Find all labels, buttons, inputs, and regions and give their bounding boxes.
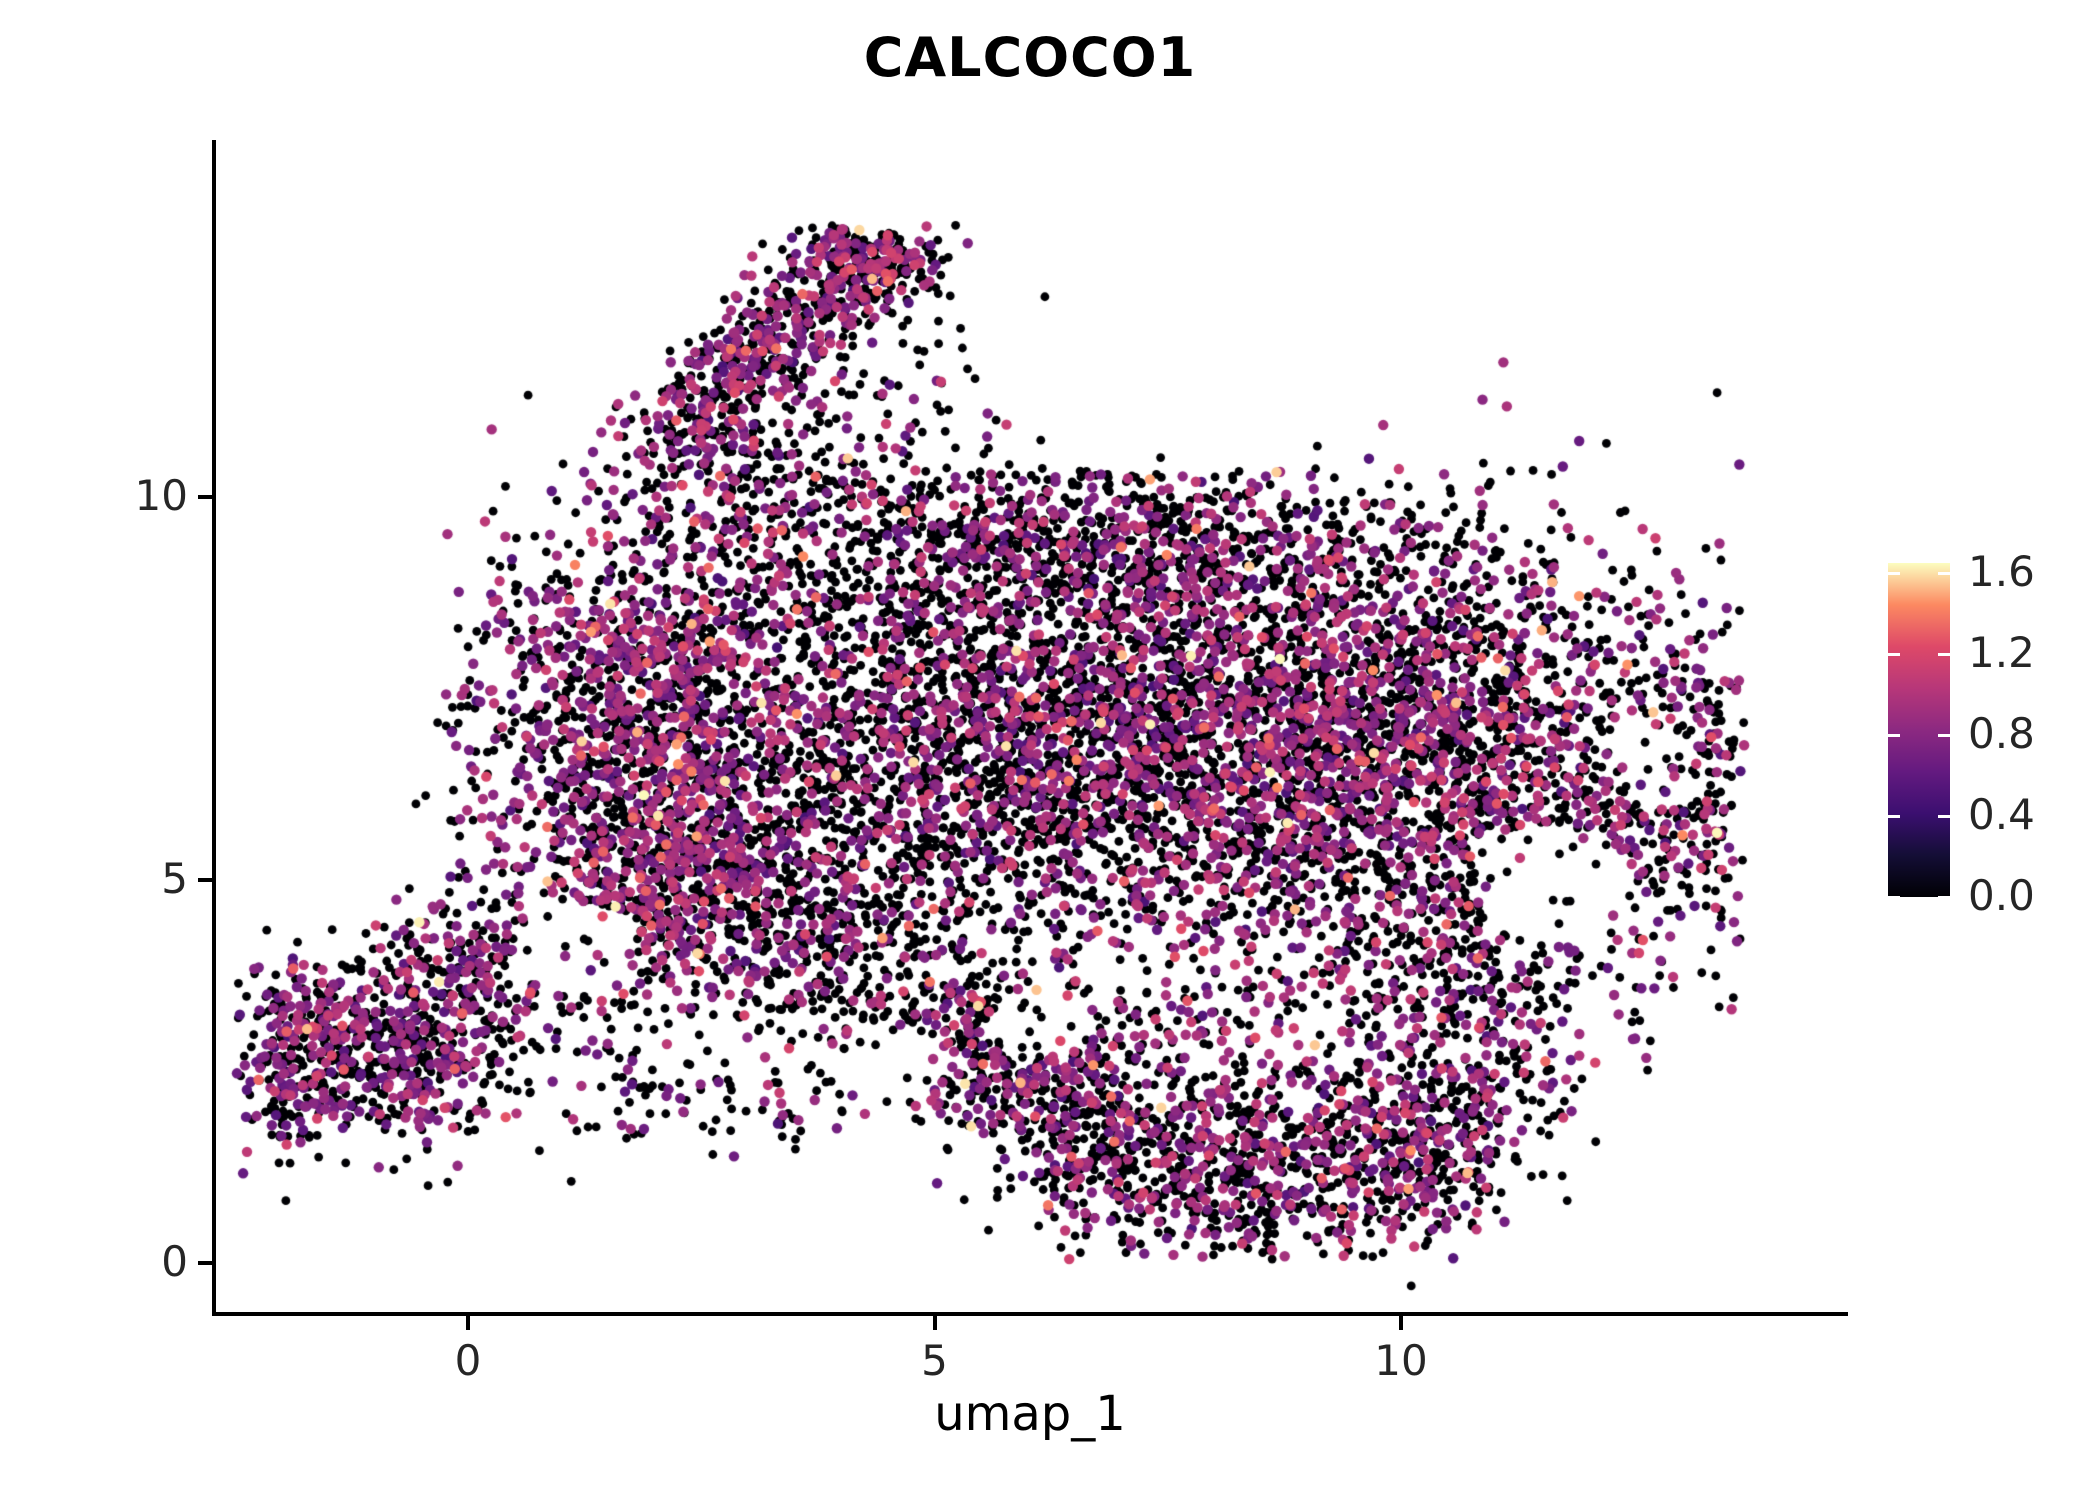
colorbar-gradient bbox=[1888, 563, 1950, 897]
colorbar-tick-label: 1.2 bbox=[1968, 628, 2035, 678]
x-axis-label: umap_1 bbox=[934, 1386, 1126, 1442]
y-tick-mark bbox=[198, 495, 212, 499]
x-tick-mark bbox=[932, 1316, 937, 1330]
colorbar-tick-mark bbox=[1938, 652, 1950, 656]
colorbar-tick-mark bbox=[1888, 571, 1900, 575]
colorbar-tick-label: 1.6 bbox=[1968, 547, 2035, 597]
x-tick-label: 0 bbox=[454, 1336, 482, 1385]
colorbar-tick-label: 0.0 bbox=[1968, 871, 2035, 920]
y-tick-label: 5 bbox=[161, 854, 188, 903]
y-axis-line bbox=[212, 140, 216, 1316]
colorbar-tick-mark bbox=[1888, 895, 1900, 899]
colorbar-tick-label: 0.4 bbox=[1968, 790, 2035, 840]
x-tick-label: 5 bbox=[921, 1336, 948, 1385]
colorbar-tick-mark bbox=[1888, 814, 1900, 818]
y-tick-mark bbox=[198, 878, 212, 882]
x-axis-line bbox=[212, 1312, 1848, 1316]
colorbar-tick-mark bbox=[1938, 814, 1950, 818]
y-tick-label: 0 bbox=[161, 1237, 188, 1286]
x-tick-mark bbox=[1399, 1316, 1403, 1330]
colorbar-tick-mark bbox=[1938, 571, 1950, 575]
colorbar-tick-mark bbox=[1938, 895, 1950, 899]
colorbar-tick-mark bbox=[1888, 733, 1900, 737]
y-tick-label: 10 bbox=[134, 471, 188, 520]
colorbar-tick-label: 0.8 bbox=[1968, 709, 2035, 759]
colorbar-tick-mark bbox=[1938, 733, 1950, 737]
colorbar-tick-mark bbox=[1888, 652, 1900, 656]
x-tick-mark bbox=[466, 1316, 470, 1330]
x-tick-label: 10 bbox=[1374, 1336, 1428, 1385]
y-tick-mark bbox=[198, 1261, 212, 1265]
